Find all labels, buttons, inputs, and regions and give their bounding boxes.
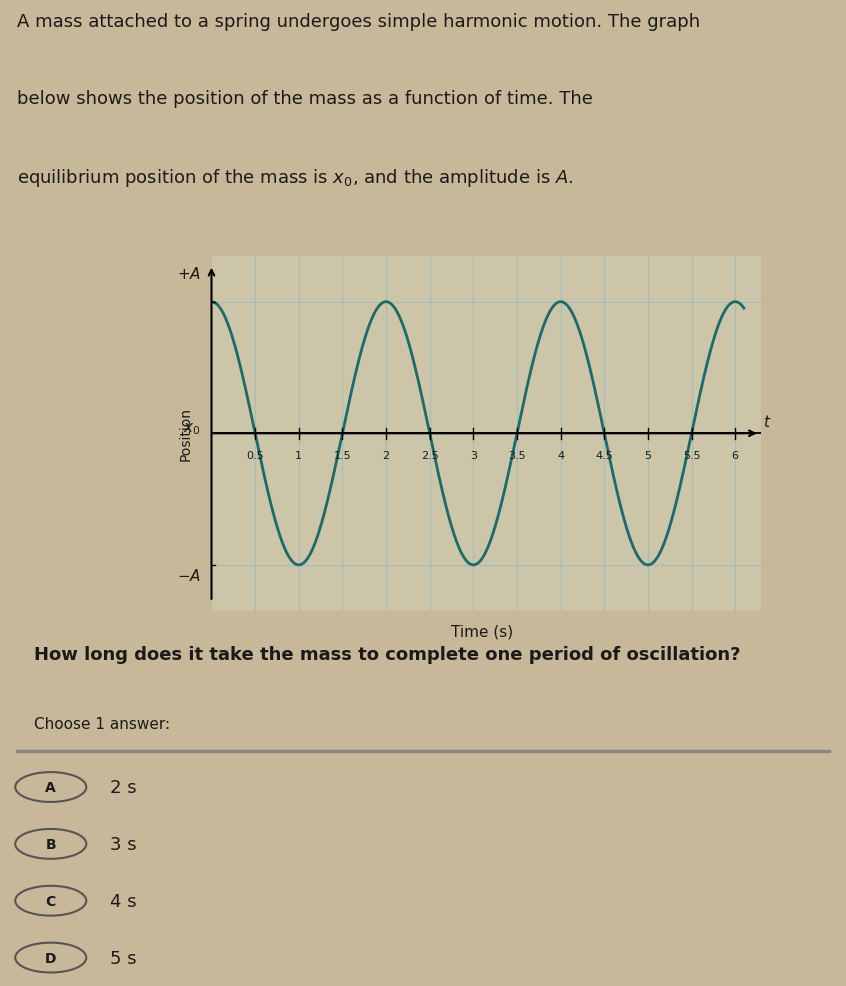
Text: 2 s: 2 s bbox=[110, 778, 136, 797]
Text: 2: 2 bbox=[382, 451, 390, 460]
Text: 1.5: 1.5 bbox=[333, 451, 351, 460]
Text: How long does it take the mass to complete one period of oscillation?: How long does it take the mass to comple… bbox=[34, 645, 740, 664]
Text: $+A$: $+A$ bbox=[177, 265, 201, 281]
Text: 4.5: 4.5 bbox=[596, 451, 613, 460]
Text: 3 s: 3 s bbox=[110, 835, 136, 853]
Text: 5: 5 bbox=[645, 451, 651, 460]
Text: 1: 1 bbox=[295, 451, 302, 460]
Text: 5.5: 5.5 bbox=[683, 451, 700, 460]
Text: 3.5: 3.5 bbox=[508, 451, 526, 460]
Text: $t$: $t$ bbox=[763, 414, 772, 430]
Text: 6: 6 bbox=[732, 451, 739, 460]
Text: below shows the position of the mass as a function of time. The: below shows the position of the mass as … bbox=[17, 90, 593, 107]
Text: Position: Position bbox=[179, 407, 192, 460]
Text: 4: 4 bbox=[557, 451, 564, 460]
Text: $-A$: $-A$ bbox=[177, 568, 201, 584]
Text: $x_0$: $x_0$ bbox=[184, 421, 201, 437]
Text: A: A bbox=[46, 780, 56, 794]
Text: C: C bbox=[46, 894, 56, 908]
Text: B: B bbox=[46, 837, 56, 851]
Text: 2.5: 2.5 bbox=[420, 451, 438, 460]
Text: 0.5: 0.5 bbox=[246, 451, 264, 460]
Text: A mass attached to a spring undergoes simple harmonic motion. The graph: A mass attached to a spring undergoes si… bbox=[17, 13, 700, 31]
Text: Choose 1 answer:: Choose 1 answer: bbox=[34, 716, 170, 732]
Text: D: D bbox=[45, 951, 57, 964]
Text: 4 s: 4 s bbox=[110, 891, 136, 910]
Text: equilibrium position of the mass is $x_0$, and the amplitude is $A$.: equilibrium position of the mass is $x_0… bbox=[17, 167, 573, 188]
Text: 3: 3 bbox=[470, 451, 477, 460]
Text: Time (s): Time (s) bbox=[451, 623, 514, 639]
Text: 5 s: 5 s bbox=[110, 949, 136, 966]
